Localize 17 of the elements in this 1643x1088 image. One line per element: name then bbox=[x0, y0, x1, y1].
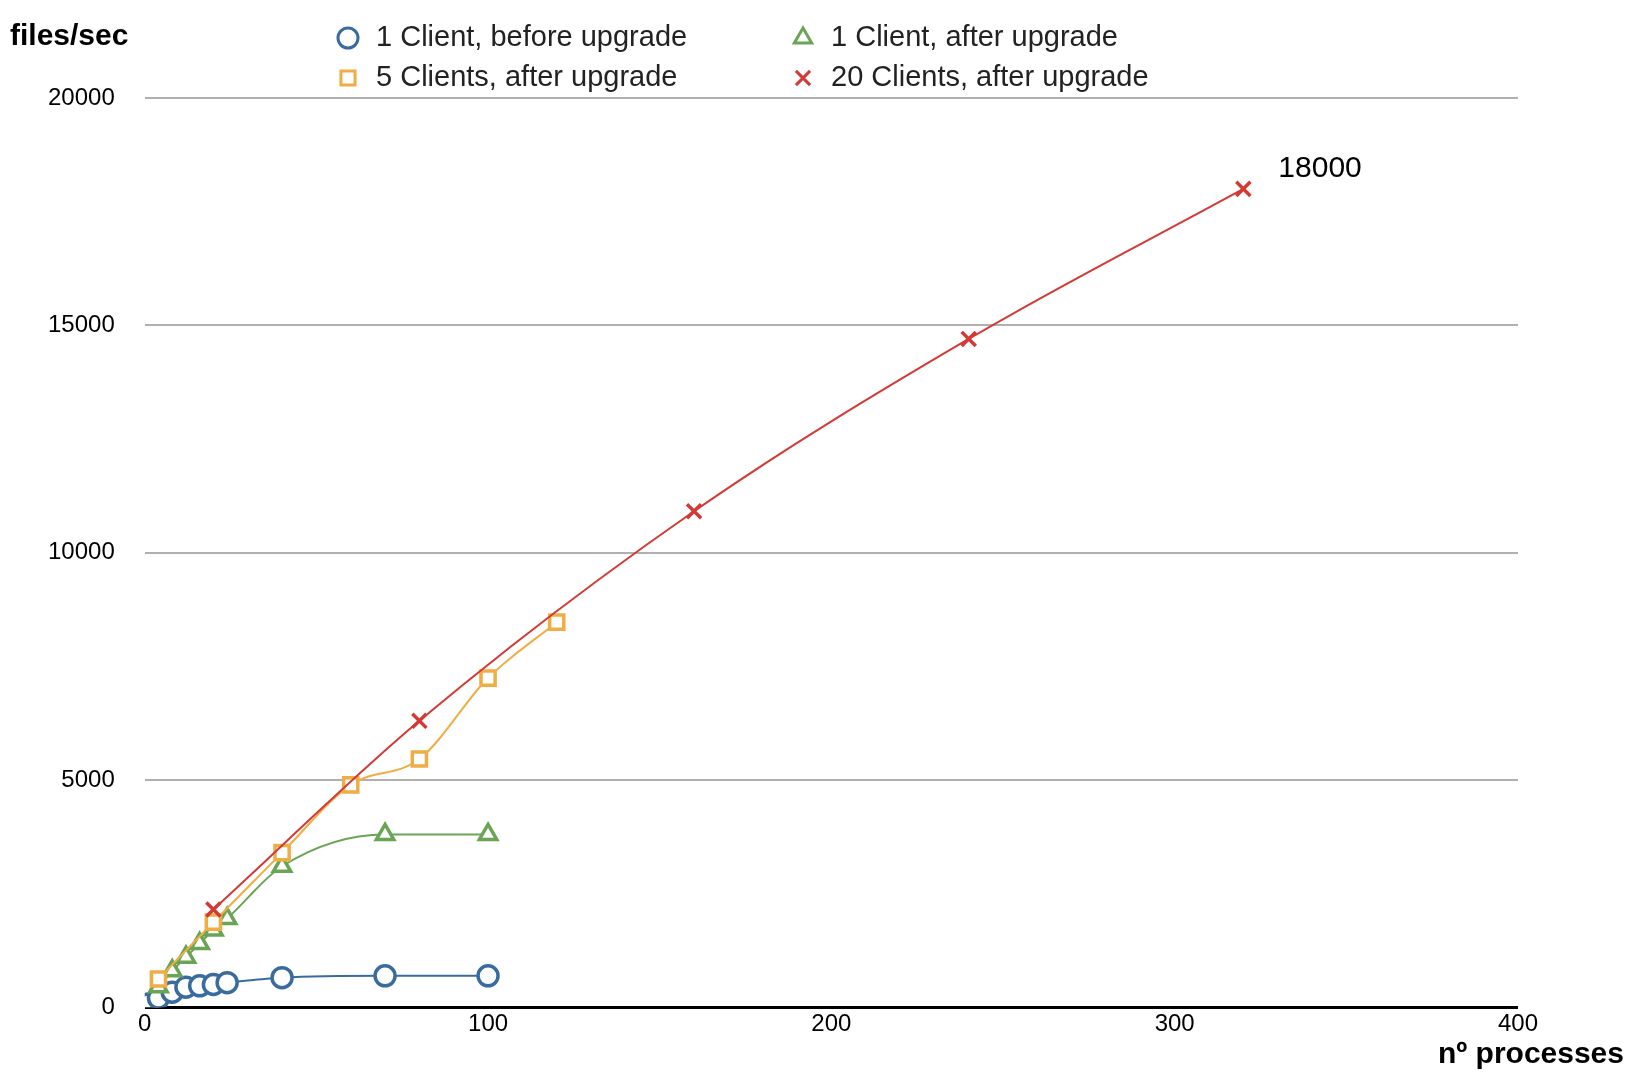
y-tick-label: 15000 bbox=[47, 309, 115, 337]
y-tick-label: 20000 bbox=[47, 82, 115, 110]
x-tick-label: 200 bbox=[811, 1009, 852, 1037]
annotation: 18000 bbox=[1278, 150, 1362, 184]
y-axis-title: files/sec bbox=[10, 18, 129, 52]
legend-label: 1 Client, before upgrade bbox=[376, 20, 688, 52]
y-tick-label: 0 bbox=[101, 991, 115, 1019]
legend-label: 1 Client, after upgrade bbox=[831, 20, 1118, 52]
y-tick-label: 5000 bbox=[61, 764, 115, 792]
x-tick-label: 0 bbox=[138, 1009, 152, 1037]
x-tick-label: 400 bbox=[1497, 1009, 1539, 1037]
y-tick-label: 10000 bbox=[47, 537, 115, 565]
x-axis-title: nº processes bbox=[1437, 1036, 1624, 1070]
legend-label: 20 Clients, after upgrade bbox=[831, 60, 1149, 92]
x-tick-label: 100 bbox=[468, 1009, 509, 1037]
legend-label: 5 Clients, after upgrade bbox=[376, 60, 678, 92]
x-tick-label: 300 bbox=[1154, 1009, 1195, 1037]
